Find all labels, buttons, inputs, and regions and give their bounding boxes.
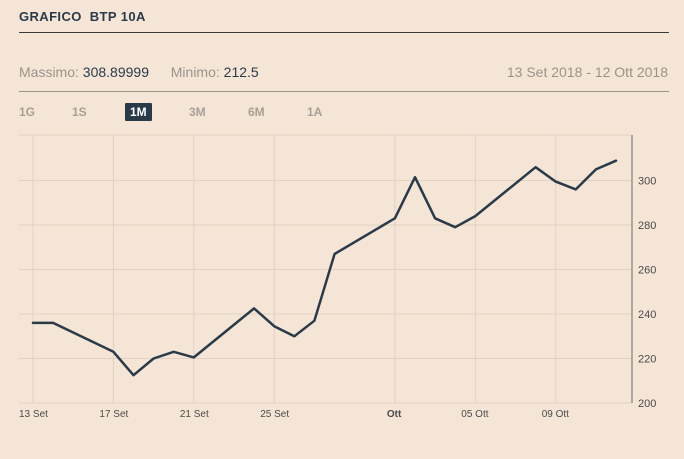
period-1a[interactable]: 1A	[307, 105, 323, 119]
x-tick-label: 17 Set	[99, 409, 128, 420]
series-line	[31, 159, 618, 377]
period-1m[interactable]: 1M	[125, 103, 152, 121]
y-tick-label: 280	[638, 220, 656, 232]
x-tick-label: Ott	[387, 409, 402, 420]
line-chart: 200 220 240 260 280 300 13 Set 17 Set 21 Set 25 …	[19, 134, 656, 420]
x-tick-label: 25 Set	[260, 409, 289, 420]
y-tick-label: 200	[638, 398, 656, 410]
title-divider	[19, 32, 669, 33]
x-tick-label: 13 Set	[19, 409, 48, 420]
chart-title: GRAFICO BTP 10A	[19, 9, 146, 24]
y-tick-label: 240	[638, 309, 656, 321]
grid-lines	[19, 134, 633, 404]
y-tick-label: 220	[638, 354, 656, 366]
date-range: 13 Set 2018 - 12 Ott 2018	[506, 64, 668, 80]
stats-divider	[19, 91, 669, 92]
max-label: Massimo:	[19, 64, 79, 80]
series-line-layer	[31, 159, 618, 377]
period-1s[interactable]: 1S	[72, 105, 87, 119]
max-value: 308.89999	[82, 64, 149, 80]
y-tick-label: 300	[638, 176, 656, 188]
x-axis-ticks: 13 Set 17 Set 21 Set 25 Set Ott 05 Ott 09 Ott	[19, 409, 569, 420]
x-tick-label: 09 Ott	[542, 409, 569, 420]
period-6m[interactable]: 6M	[248, 105, 265, 119]
min-value: 212.5	[223, 64, 259, 80]
x-tick-label: 05 Ott	[461, 409, 488, 420]
y-axis-ticks: 200 220 240 260 280 300	[638, 176, 656, 411]
y-tick-label: 260	[638, 265, 656, 277]
period-1g[interactable]: 1G	[19, 105, 36, 119]
min-label: Minimo:	[170, 64, 220, 80]
x-tick-label: 21 Set	[180, 409, 209, 420]
period-3m[interactable]: 3M	[189, 105, 206, 119]
stats-summary: Massimo: 308.89999 Minimo: 212.5	[19, 64, 259, 80]
